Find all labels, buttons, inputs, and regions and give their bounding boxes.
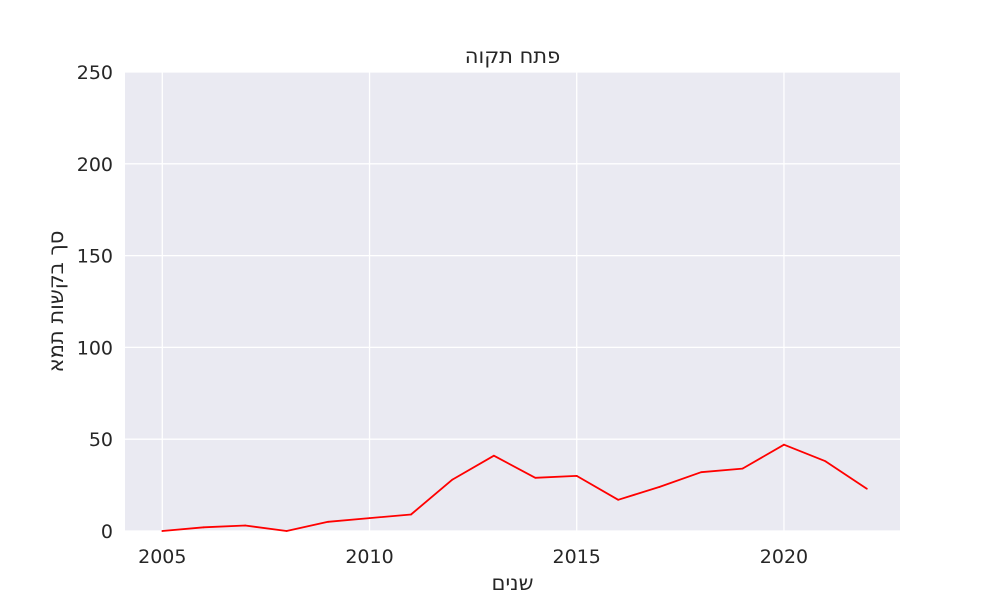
x-tick-label: 2020	[760, 546, 808, 568]
data-point	[285, 530, 288, 532]
data-point	[368, 517, 371, 520]
data-point	[617, 498, 620, 501]
data-point	[202, 526, 205, 529]
y-tick-label: 200	[77, 154, 113, 176]
data-point	[700, 471, 702, 474]
data-point	[492, 454, 495, 457]
data-point	[658, 486, 661, 488]
x-axis-ticks: 2005 2010 2015 2020	[138, 546, 808, 568]
data-point	[327, 520, 329, 523]
chart-title: פתח תקוה	[465, 44, 560, 68]
y-tick-label: 150	[77, 246, 113, 268]
data-point	[741, 467, 744, 470]
y-tick-label: 100	[77, 337, 113, 359]
data-point	[575, 475, 578, 477]
x-tick-label: 2015	[553, 546, 601, 568]
grid	[125, 71, 900, 532]
y-tick-label: 250	[77, 62, 113, 84]
x-axis-label: שנים	[492, 571, 534, 595]
series-line	[162, 443, 868, 532]
data-point	[824, 460, 827, 463]
data-point	[783, 443, 785, 446]
y-tick-label: 50	[89, 429, 113, 451]
y-tick-label: 0	[101, 521, 113, 543]
y-axis-ticks: 0 50 100 150 200 250	[77, 62, 113, 543]
x-tick-label: 2010	[345, 546, 393, 568]
plot-area	[125, 72, 900, 531]
y-axis-label: סך בקשות תמא	[44, 231, 68, 373]
data-point	[244, 524, 247, 527]
data-point	[865, 487, 868, 490]
data-point	[161, 530, 164, 532]
data-point	[410, 513, 412, 516]
data-point	[534, 476, 537, 479]
series-layer	[161, 443, 868, 532]
data-point	[451, 478, 454, 481]
x-tick-label: 2005	[138, 546, 186, 568]
